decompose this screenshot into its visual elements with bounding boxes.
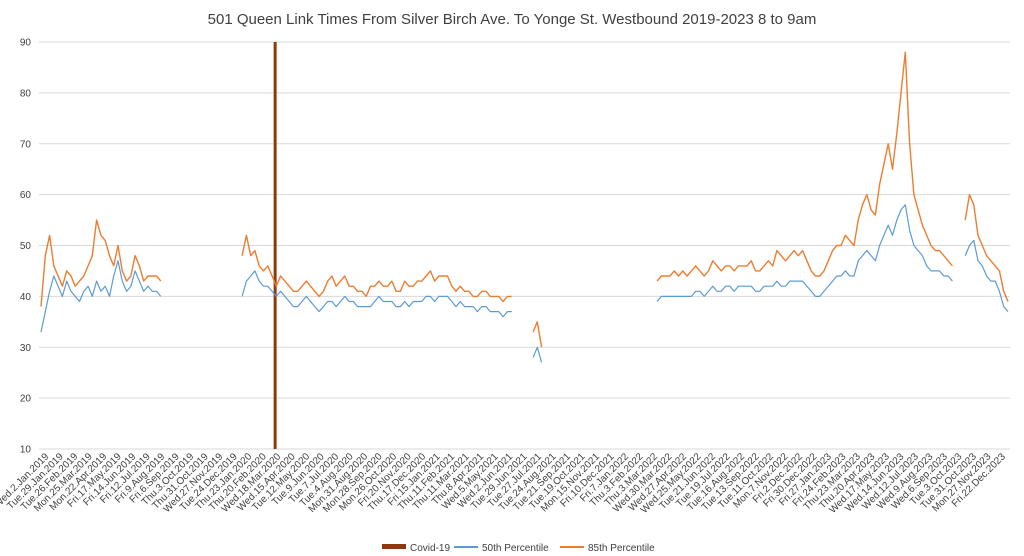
chart-title: 501 Queen Link Times From Silver Birch A… xyxy=(208,11,817,28)
covid-marker xyxy=(273,42,277,449)
y-tick-label: 50 xyxy=(20,241,32,252)
y-tick-label: 80 xyxy=(20,88,32,99)
y-tick-label: 10 xyxy=(20,445,32,456)
y-tick-label: 30 xyxy=(20,343,32,354)
covid-bar xyxy=(273,42,277,449)
legend-swatch-covid xyxy=(382,544,406,549)
y-tick-label: 20 xyxy=(20,394,32,405)
legend-label-p85: 85th Percentile xyxy=(588,543,655,554)
y-tick-label: 70 xyxy=(20,139,32,150)
legend-label-p50: 50th Percentile xyxy=(482,543,549,554)
y-axis-ticks: 10 20 30 40 50 60 70 80 90 xyxy=(20,38,32,456)
gridlines xyxy=(39,41,1010,450)
y-tick-label: 40 xyxy=(20,292,32,303)
y-tick-label: 90 xyxy=(20,38,32,49)
x-axis-ticks: Wed.2.Jan.2019Tue.29.Jan.2019Tue.26.Feb.… xyxy=(0,451,1008,516)
series-line-p50 xyxy=(40,204,1009,363)
legend-label-covid: Covid-19 xyxy=(410,543,450,554)
series-line-p85 xyxy=(40,51,1009,348)
y-tick-label: 60 xyxy=(20,190,32,201)
series-lines xyxy=(40,51,1009,363)
legend: Covid-19 50th Percentile 85th Percentile xyxy=(382,543,655,554)
